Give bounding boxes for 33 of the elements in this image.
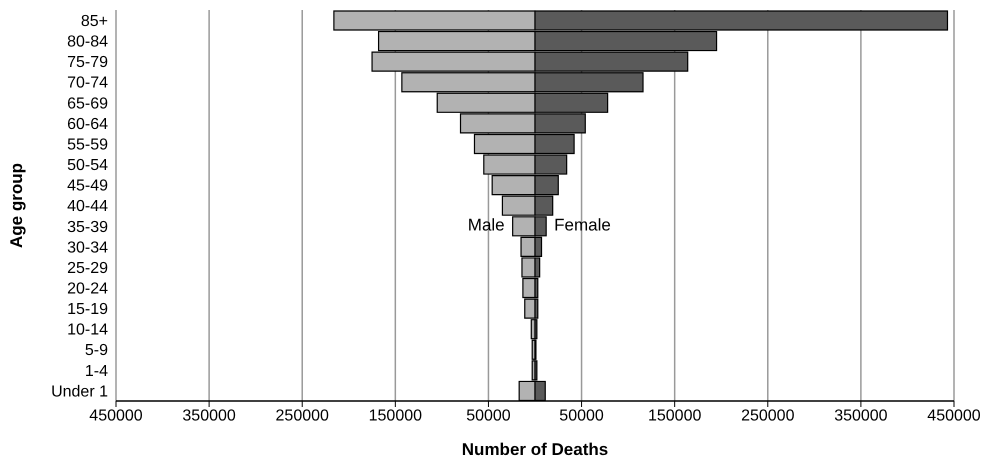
x-tick-label: 450000 [927,407,981,424]
y-tick-label: 5-9 [84,342,108,360]
y-tick-label: 60-64 [67,116,108,133]
y-tick-label: Under 1 [51,383,108,400]
y-tick-label: 75-79 [67,54,108,72]
y-tick-label: 50-54 [67,157,108,174]
y-tick-label: 15-19 [67,301,108,318]
y-tick-label: 10-14 [67,322,108,339]
y-tick-label: 20-24 [67,280,108,298]
y-axis-title: Age group [7,163,26,248]
x-tick-label: 250000 [276,407,330,424]
x-axis-title: Number of Deaths [462,440,608,459]
x-tick-label: 150000 [368,407,422,424]
y-tick-label: 65-69 [67,95,108,112]
series-label: Male [468,216,505,235]
y-tick-label: 30-34 [67,239,108,256]
x-tick-label: 350000 [834,407,888,424]
x-tick-label: 150000 [648,407,702,424]
x-tick-label: 350000 [182,407,236,424]
x-tick-label: 250000 [741,407,795,424]
y-tick-label: 1-4 [84,362,108,380]
y-tick-label: 80-84 [67,34,108,51]
y-tick-label: 85+ [80,12,108,30]
y-tick-label: 70-74 [67,74,108,92]
y-tick-label: 35-39 [67,218,108,236]
y-tick-label: 45-49 [67,178,108,195]
x-tick-label: 50000 [466,407,511,424]
x-tick-label: 50000 [559,407,604,424]
series-label: Female [554,216,611,235]
x-tick-label: 450000 [89,407,143,424]
y-tick-label: 40-44 [67,198,108,216]
y-tick-label: 25-29 [67,260,108,277]
y-tick-label: 55-59 [67,136,108,154]
